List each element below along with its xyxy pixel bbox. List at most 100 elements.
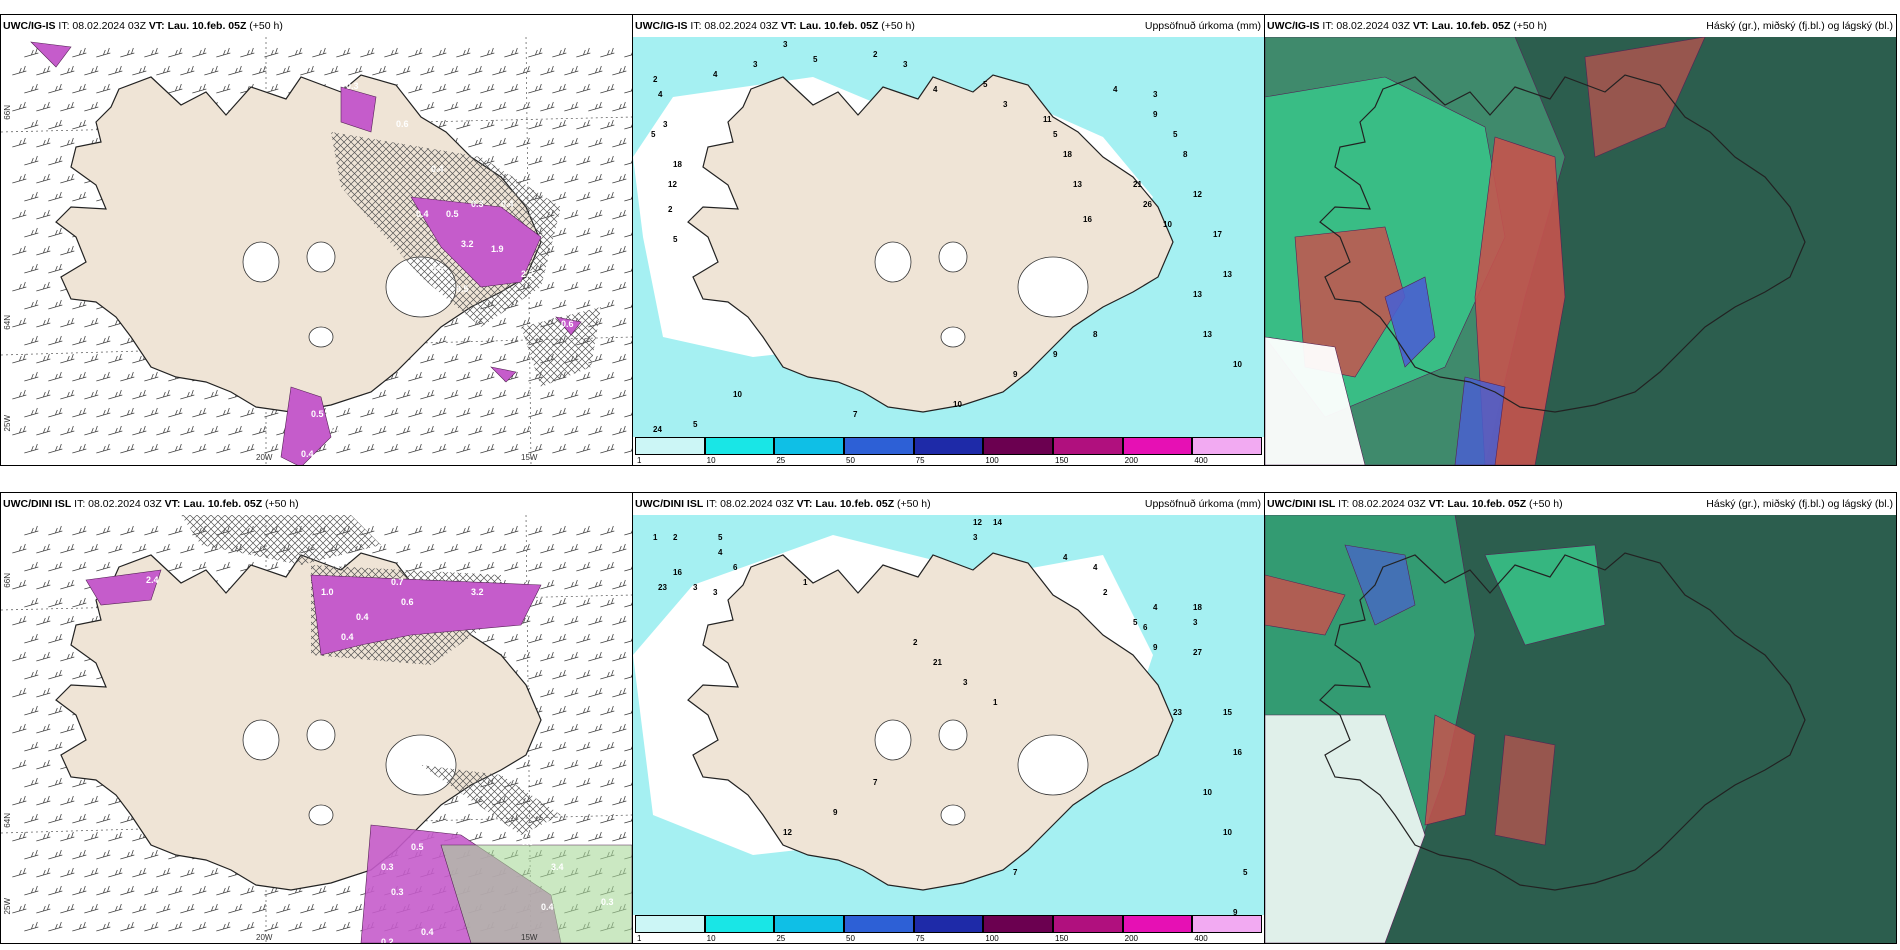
precip-value-label: 9 [1233, 908, 1238, 917]
snow-value-label: 0.4 [431, 164, 444, 174]
lat-label: 66N [3, 105, 12, 120]
precip-value-label: 4 [1093, 563, 1098, 572]
precip-value-label: 16 [1083, 215, 1092, 224]
precip-value-label: 5 [1133, 618, 1138, 627]
precip-value-label: 9 [1153, 110, 1158, 119]
precip-value-label: 5 [1053, 130, 1058, 139]
snow-value-label: 0.5 [311, 409, 324, 419]
snow-area [85, 569, 162, 606]
map-canvas [1265, 515, 1896, 943]
snow-area [280, 386, 332, 465]
colorbar-swatch [1192, 437, 1262, 455]
lon-label: 15W [521, 933, 538, 942]
colorbar-tick: 100 [985, 934, 999, 943]
colorbar-tick: 25 [776, 934, 786, 943]
iceland-coastline [1319, 552, 1806, 891]
precip-value-label: 26 [1143, 200, 1152, 209]
precip-value-label: 5 [673, 235, 678, 244]
panel-bottom-left-snow: UWC/DINI ISL IT: 08.02.2024 03Z VT: Lau.… [0, 492, 633, 944]
precip-value-label: 23 [1173, 708, 1182, 717]
precip-value-label: 11 [1043, 115, 1052, 124]
precip-value-label: 7 [873, 778, 878, 787]
precip-value-label: 1 [803, 578, 808, 587]
precip-value-label: 4 [713, 70, 718, 79]
glacier-outline [242, 241, 280, 283]
snow-value-label: 0.4 [356, 612, 369, 622]
hatched-area [521, 307, 601, 387]
snow-value-label: 0.3 [346, 81, 359, 91]
precip-value-label: 3 [1153, 90, 1158, 99]
colorbar-tick: 75 [915, 934, 925, 943]
precip-value-label: 13 [1073, 180, 1082, 189]
precip-value-label: 2 [653, 75, 658, 84]
colorbar-swatch [1053, 915, 1123, 933]
hatched-area [421, 765, 561, 835]
colorbar-swatch [844, 915, 914, 933]
precip-value-label: 4 [1113, 85, 1118, 94]
precip-value-label: 10 [1233, 360, 1242, 369]
colorbar: 1 10 25 50 75 100 150 200 400 [635, 915, 1262, 943]
precip-value-label: 12 [783, 828, 792, 837]
map-snow-dini: 2.4 1.0 0.6 0.7 0.4 3.2 0.4 0.3 0.5 0.3 0.5 3.4 0.4 0… [1, 515, 632, 943]
precip-value-label: 2 [913, 638, 918, 647]
snow-area [490, 366, 517, 383]
glacier-outline [308, 326, 334, 348]
precip-value-label: 9 [1013, 370, 1018, 379]
precip-value-label: 5 [813, 55, 818, 64]
colorbar-tick: 200 [1124, 934, 1139, 943]
precip-value-label: 2 [873, 50, 878, 59]
snow-value-label: 0.3 [391, 887, 404, 897]
precip-value-label: 5 [983, 80, 988, 89]
colorbar-swatch [774, 915, 844, 933]
precip-value-label: 3 [903, 60, 908, 69]
precip-value-label: 10 [1203, 788, 1212, 797]
precip-value-label: 9 [833, 808, 838, 817]
precip-value-label: 16 [673, 568, 682, 577]
precip-value-label: 9 [1153, 643, 1158, 652]
snow-value-label: 0.4 [541, 902, 554, 912]
precip-value-label: 5 [718, 533, 723, 542]
precip-value-label: 17 [1213, 230, 1222, 239]
glacier-outline [1017, 256, 1089, 318]
colorbar-swatch [913, 437, 984, 455]
lon-label: 25W [3, 415, 12, 432]
panel-top-left-snow: UWC/IG-IS IT: 08.02.2024 03Z VT: Lau. 10… [0, 14, 633, 466]
precip-value-label: 15 [1223, 708, 1232, 717]
colorbar-swatch [635, 915, 705, 933]
panel-header: UWC/DINI ISL IT: 08.02.2024 03Z VT: Lau.… [1, 493, 632, 515]
snow-value-label: 0.4 [301, 449, 314, 459]
precip-value-label: 24 [653, 425, 662, 434]
colorbar-swatch [983, 437, 1053, 455]
panel-header: UWC/DINI ISL IT: 08.02.2024 03Z VT: Lau.… [633, 493, 1264, 515]
colorbar-tick: 400 [1194, 934, 1208, 943]
snow-area [30, 41, 72, 68]
precip-value-label: 7 [853, 410, 858, 419]
precip-value-label: 3 [783, 40, 788, 49]
map-snow-igis: 0.3 0.6 0.4 0.4 0.3 0.5 0.4 3.2 1.9 0.5 2.2 0.5 0.5 0… [1, 37, 632, 465]
precip-value-label: 6 [733, 563, 738, 572]
precip-area [633, 515, 1264, 915]
map-clouds-igis [1265, 37, 1896, 465]
low-cloud [1494, 734, 1556, 846]
clear-sky [1265, 336, 1366, 465]
glacier-outline [306, 241, 336, 273]
snow-value-label: 0.5 [521, 837, 534, 847]
precip-value-label: 21 [933, 658, 942, 667]
colorbar-swatch [1122, 915, 1193, 933]
snow-value-label: 0.2 [381, 937, 394, 943]
colorbar-tick: 200 [1124, 456, 1139, 465]
precip-value-label: 16 [1233, 748, 1242, 757]
snow-value-label: 1.9 [491, 244, 504, 254]
lon-label: 15W [521, 453, 538, 462]
colorbar-swatch [704, 437, 775, 455]
lon-label: 25W [3, 898, 12, 915]
panel-header: UWC/IG-IS IT: 08.02.2024 03Z VT: Lau. 10… [1265, 15, 1896, 37]
map-canvas: 0.3 0.6 0.4 0.4 0.3 0.5 0.4 3.2 1.9 0.5 2.2 0.5 0.5 0… [1, 37, 632, 465]
precip-value-label: 10 [733, 390, 742, 399]
lon-label: 20W [256, 453, 273, 462]
snow-value-label: 3.2 [471, 587, 484, 597]
panel-top-mid-precip: UWC/IG-IS IT: 08.02.2024 03Z VT: Lau. 10… [632, 14, 1265, 466]
colorbar-tick: 10 [706, 934, 716, 943]
glacier-outline [1017, 734, 1089, 796]
